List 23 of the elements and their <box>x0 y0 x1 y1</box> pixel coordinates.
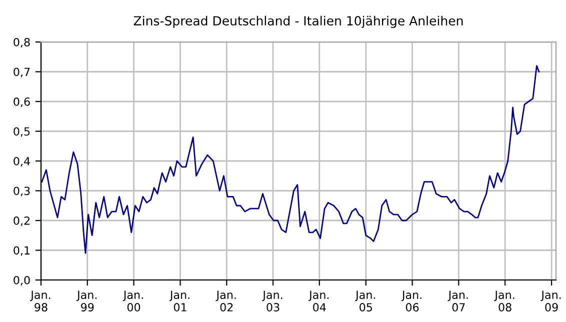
x-tick-label: Jan. 04 <box>308 290 329 312</box>
x-tick-label: Jan. 07 <box>448 290 468 312</box>
y-tick-label: 0,3 <box>14 186 30 196</box>
y-tick-label: 0,2 <box>14 216 30 226</box>
x-tick-label: Jan. 09 <box>540 290 561 312</box>
x-tick-label: Jan. 99 <box>76 290 97 312</box>
y-tick-label: 0,7 <box>14 68 30 78</box>
line-series <box>41 65 540 254</box>
chart-title: Zins-Spread Deutschland - Italien 10jährige Anleihen <box>134 16 463 28</box>
y-tick-label: 0,1 <box>14 246 30 256</box>
y-tick-label: 0,8 <box>14 38 30 48</box>
x-tick-label: Jan. 08 <box>494 290 514 312</box>
x-tick-label: Jan. 05 <box>355 290 376 312</box>
y-tick-label: 0,4 <box>14 156 30 167</box>
x-tick-label: Jan. 06 <box>401 290 422 312</box>
x-tick-label: Jan. 02 <box>216 290 236 312</box>
x-tick-label: Jan. 03 <box>262 290 282 312</box>
y-tick-label: 0,5 <box>14 127 30 137</box>
x-tick-label: Jan. 01 <box>169 290 190 312</box>
x-tick-label: Jan. 98 <box>30 290 50 312</box>
y-tick-label: 0,6 <box>14 97 30 108</box>
y-tick-label: 0,0 <box>14 276 30 286</box>
x-tick-label: Jan. 00 <box>122 290 143 312</box>
